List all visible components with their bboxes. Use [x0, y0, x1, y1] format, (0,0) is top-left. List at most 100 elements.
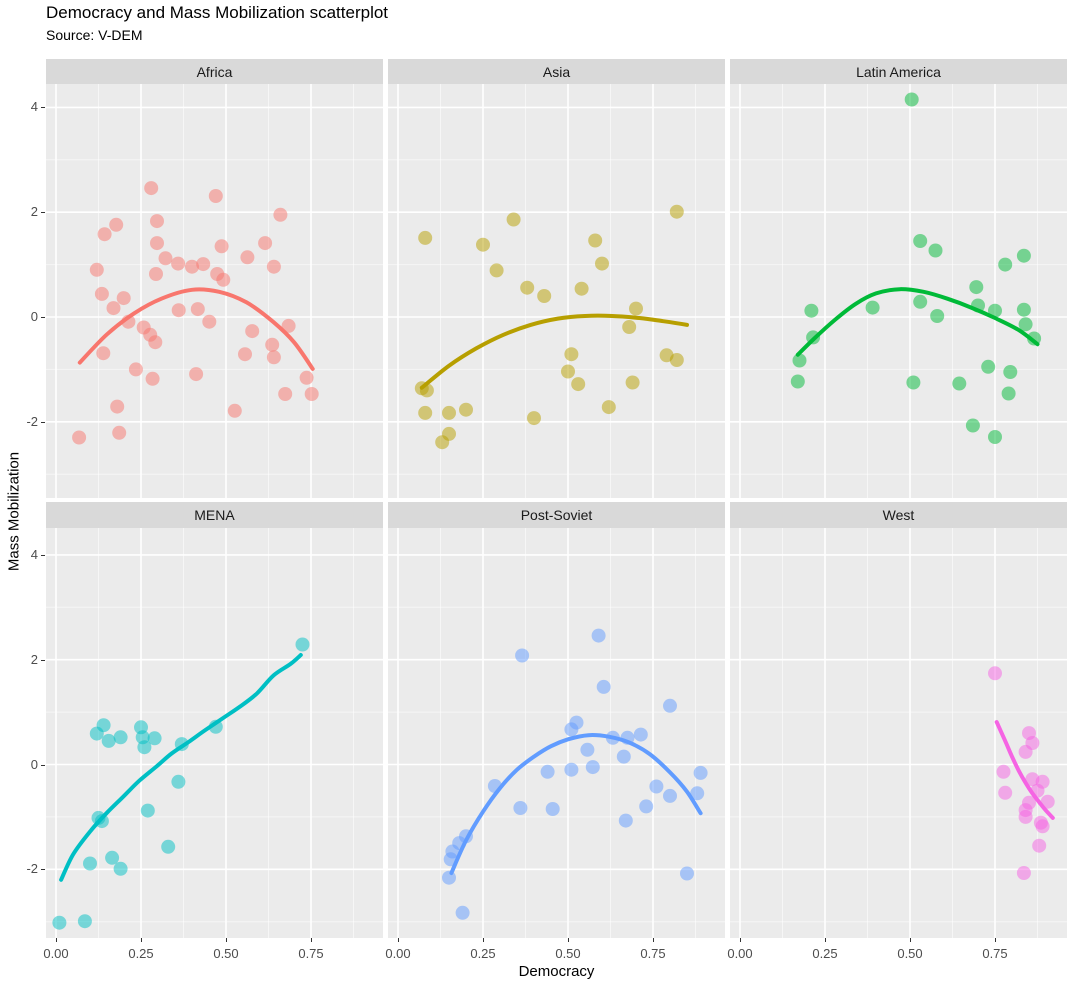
- data-point: [106, 301, 121, 316]
- data-point: [113, 861, 128, 876]
- data-point: [574, 281, 589, 296]
- data-point: [515, 648, 530, 663]
- data-point: [185, 259, 199, 274]
- data-point: [202, 314, 217, 329]
- y-tick-label: 0: [30, 309, 38, 324]
- data-point: [669, 204, 684, 219]
- smooth-line: [795, 287, 1040, 357]
- y-tick-label: -2: [26, 414, 38, 429]
- data-point: [1001, 386, 1016, 401]
- data-point: [663, 698, 677, 713]
- x-tick-label: 0.25: [470, 946, 496, 961]
- data-point: [904, 92, 919, 107]
- data-point: [273, 207, 288, 222]
- smooth-line: [449, 733, 703, 875]
- data-point: [527, 411, 541, 426]
- data-point: [89, 262, 104, 277]
- data-point: [109, 217, 124, 232]
- data-point: [804, 303, 819, 318]
- x-tick-label: 0.25: [128, 946, 154, 961]
- facet-strip-label: Post-Soviet: [520, 507, 593, 523]
- data-point: [596, 679, 611, 694]
- data-point: [906, 375, 921, 390]
- data-point: [616, 749, 631, 764]
- data-point: [1040, 794, 1055, 809]
- data-point: [588, 233, 603, 248]
- y-tick-mark: [41, 317, 45, 318]
- data-point: [196, 257, 211, 272]
- data-point: [1003, 365, 1018, 379]
- data-point: [998, 257, 1013, 272]
- data-point: [190, 302, 205, 317]
- data-point: [72, 430, 87, 445]
- data-point: [435, 435, 450, 450]
- data-point: [158, 251, 173, 266]
- x-tick-mark: [740, 938, 741, 942]
- data-point: [304, 387, 319, 401]
- x-tick-mark: [910, 938, 911, 942]
- data-point: [913, 234, 928, 248]
- facet-strip-latin-america: Latin America: [730, 59, 1067, 84]
- facet-strip-label: MENA: [194, 507, 235, 523]
- data-point: [792, 353, 807, 368]
- data-point: [101, 733, 116, 748]
- data-point: [459, 402, 473, 417]
- x-tick-label: 0.50: [897, 946, 923, 961]
- data-point: [116, 291, 131, 306]
- data-point: [930, 309, 945, 323]
- x-tick-label: 0.25: [812, 946, 838, 961]
- facet-panel-west: [730, 528, 1067, 938]
- smooth-line: [419, 313, 689, 390]
- y-tick-label: 4: [30, 547, 38, 562]
- data-point: [595, 256, 609, 271]
- data-point: [996, 764, 1011, 779]
- data-point: [618, 813, 633, 828]
- y-tick-mark: [41, 765, 45, 766]
- x-tick-label: 0.75: [640, 946, 666, 961]
- plot-subtitle: Source: V-DEM: [46, 27, 143, 43]
- data-point: [585, 760, 600, 775]
- y-tick-label: -2: [26, 861, 38, 876]
- data-point: [145, 371, 160, 386]
- facet-strip-west: West: [730, 502, 1067, 528]
- data-point: [513, 801, 528, 815]
- x-tick-label: 0.50: [555, 946, 581, 961]
- data-point: [52, 915, 67, 930]
- y-tick-mark: [41, 869, 45, 870]
- data-point: [240, 250, 255, 265]
- x-tick-mark: [56, 938, 57, 942]
- data-point: [790, 374, 805, 389]
- data-point: [998, 785, 1013, 800]
- facet-plot-mena: [46, 528, 383, 938]
- data-point: [952, 376, 967, 391]
- x-tick-mark: [568, 938, 569, 942]
- data-point: [988, 666, 1002, 681]
- data-point: [520, 280, 535, 295]
- plot-title: Democracy and Mass Mobilization scatterp…: [46, 3, 389, 22]
- y-tick-mark: [41, 212, 45, 213]
- x-tick-label: 0.75: [298, 946, 324, 961]
- data-point: [969, 280, 984, 295]
- data-point: [455, 905, 470, 920]
- x-tick-mark: [995, 938, 996, 942]
- data-point: [561, 364, 575, 379]
- data-point: [442, 870, 456, 885]
- data-point: [622, 320, 637, 334]
- facet-plot-west: [730, 528, 1067, 938]
- data-point: [150, 236, 164, 251]
- data-point: [140, 803, 155, 818]
- x-tick-label: 0.00: [727, 946, 753, 961]
- data-point: [150, 214, 164, 229]
- data-point: [245, 324, 260, 339]
- x-tick-mark: [653, 938, 654, 942]
- data-point: [564, 762, 579, 777]
- facet-panel-mena: [46, 528, 383, 938]
- facet-plot-asia: [388, 84, 725, 498]
- data-point: [97, 227, 112, 242]
- y-tick-label: 2: [30, 204, 38, 219]
- y-tick-mark: [41, 660, 45, 661]
- data-point: [418, 230, 433, 245]
- data-point: [208, 189, 223, 203]
- y-tick-label: 0: [30, 757, 38, 772]
- data-point: [988, 430, 1002, 444]
